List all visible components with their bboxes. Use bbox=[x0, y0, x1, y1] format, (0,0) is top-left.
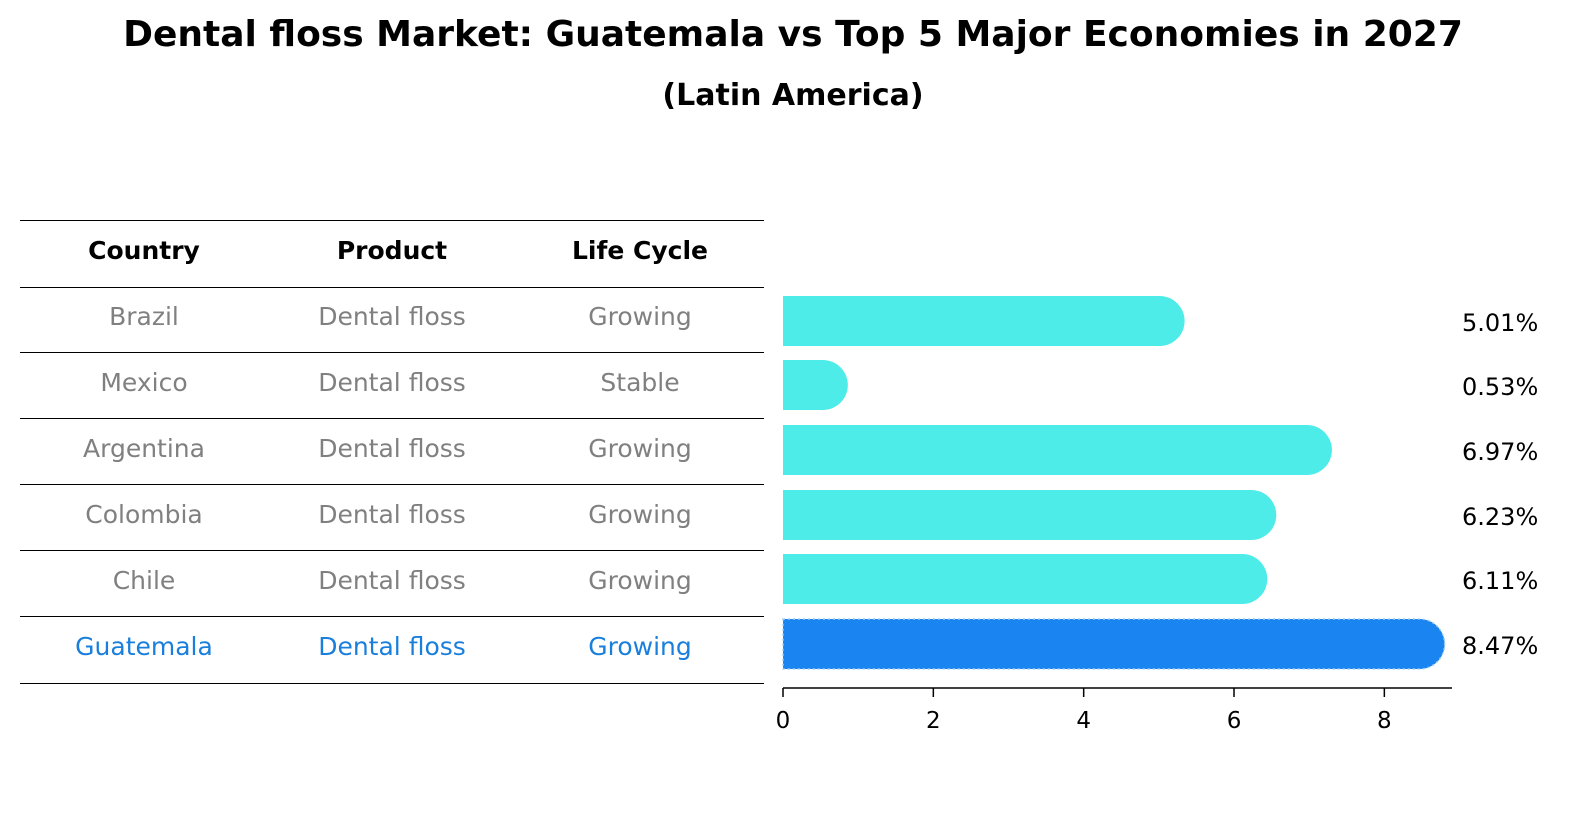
value-label: 6.11% bbox=[1462, 567, 1538, 595]
table-cell-product: Dental floss bbox=[318, 434, 466, 463]
table-cell-country: Colombia bbox=[85, 500, 203, 529]
header-country: Country bbox=[88, 236, 200, 265]
bar-brazil bbox=[783, 296, 1185, 346]
table-cell-country: Chile bbox=[112, 566, 176, 595]
chart-title: Dental floss Market: Guatemala vs Top 5 … bbox=[123, 14, 1463, 55]
table-rule bbox=[20, 616, 764, 617]
table-rule bbox=[20, 418, 764, 419]
chart-subtitle: (Latin America) bbox=[662, 78, 924, 113]
value-label: 5.01% bbox=[1462, 309, 1538, 337]
table-rule bbox=[20, 287, 764, 288]
table-cell-product: Dental floss bbox=[318, 566, 466, 595]
bar-chile bbox=[783, 554, 1268, 604]
table-cell-life-cycle: Stable bbox=[600, 368, 680, 397]
table-rule bbox=[20, 550, 764, 551]
x-tick-label: 0 bbox=[776, 708, 791, 734]
x-tick-label: 6 bbox=[1227, 708, 1242, 734]
table-cell-product: Dental floss bbox=[318, 500, 466, 529]
table-cell-country: Guatemala bbox=[75, 632, 213, 661]
table-cell-life-cycle: Growing bbox=[588, 566, 692, 595]
table-cell-life-cycle: Growing bbox=[588, 500, 692, 529]
table-cell-life-cycle: Growing bbox=[588, 632, 692, 661]
value-label: 6.23% bbox=[1462, 503, 1538, 531]
table-rule bbox=[20, 484, 764, 485]
table-cell-country: Argentina bbox=[83, 434, 205, 463]
header-product: Product bbox=[336, 236, 448, 265]
table-cell-product: Dental floss bbox=[318, 632, 466, 661]
table-cell-country: Mexico bbox=[100, 368, 188, 397]
table-rule bbox=[20, 220, 764, 221]
bar-colombia bbox=[783, 490, 1277, 540]
bar-argentina bbox=[783, 425, 1332, 475]
header-life-cycle: Life Cycle bbox=[571, 236, 709, 265]
table-cell-life-cycle: Growing bbox=[588, 434, 692, 463]
x-tick-label: 2 bbox=[926, 708, 941, 734]
x-tick-label: 4 bbox=[1076, 708, 1091, 734]
table-cell-country: Brazil bbox=[109, 302, 179, 331]
table-cell-product: Dental floss bbox=[318, 368, 466, 397]
table-cell-life-cycle: Growing bbox=[588, 302, 692, 331]
bar-mexico bbox=[783, 360, 848, 410]
value-label: 8.47% bbox=[1462, 632, 1538, 660]
bar-guatemala bbox=[782, 618, 1446, 670]
table-cell-product: Dental floss bbox=[318, 302, 466, 331]
x-tick-label: 8 bbox=[1377, 708, 1392, 734]
value-label: 6.97% bbox=[1462, 438, 1538, 466]
table-rule bbox=[20, 683, 764, 684]
value-label: 0.53% bbox=[1462, 373, 1538, 401]
table-rule bbox=[20, 352, 764, 353]
